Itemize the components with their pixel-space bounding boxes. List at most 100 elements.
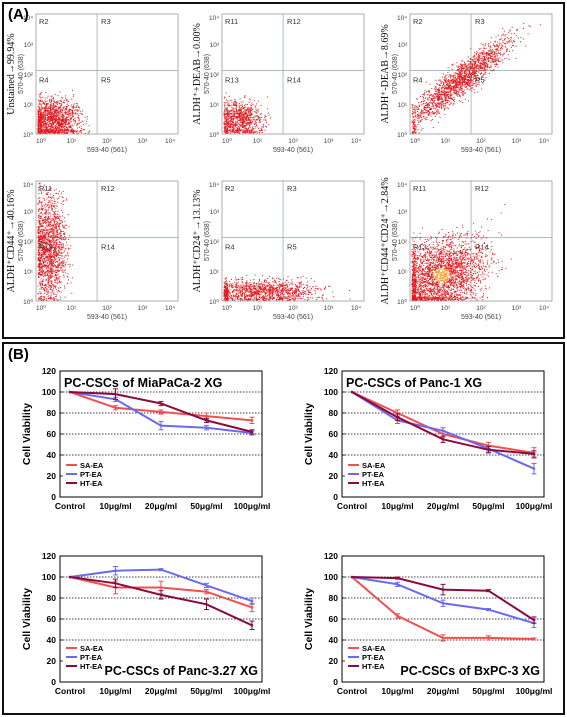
event-dot bbox=[47, 104, 49, 106]
event-dot bbox=[469, 65, 471, 67]
event-dot bbox=[54, 257, 56, 259]
event-dot bbox=[231, 116, 233, 118]
event-dot bbox=[39, 232, 41, 234]
event-dot bbox=[54, 243, 55, 245]
event-dot bbox=[248, 112, 250, 113]
event-dot bbox=[474, 52, 476, 54]
event-dot bbox=[240, 120, 242, 122]
event-dot bbox=[43, 127, 44, 129]
event-dot bbox=[39, 283, 41, 285]
event-dot bbox=[488, 43, 490, 45]
event-dot bbox=[235, 129, 237, 131]
event-dot bbox=[466, 68, 468, 70]
event-dot bbox=[450, 80, 452, 82]
event-dot bbox=[471, 67, 473, 69]
event-dot bbox=[439, 90, 441, 91]
event-dot bbox=[437, 102, 439, 104]
event-dot bbox=[54, 93, 56, 95]
event-dot bbox=[56, 276, 57, 278]
event-dot bbox=[238, 132, 240, 134]
event-dot bbox=[226, 102, 228, 104]
event-dot bbox=[507, 41, 509, 43]
event-dot bbox=[463, 89, 465, 91]
event-dot bbox=[527, 33, 529, 35]
event-dot bbox=[45, 103, 47, 104]
event-dot bbox=[463, 70, 465, 72]
event-dot bbox=[249, 122, 251, 124]
event-dot bbox=[239, 98, 241, 100]
event-dot bbox=[72, 107, 74, 108]
event-dot bbox=[247, 107, 249, 109]
event-dot bbox=[61, 247, 63, 249]
event-dot bbox=[247, 117, 249, 119]
event-dot bbox=[54, 233, 56, 235]
event-dot bbox=[250, 112, 251, 114]
event-dot bbox=[241, 110, 242, 112]
event-dot bbox=[39, 110, 41, 111]
event-dot bbox=[237, 120, 239, 122]
event-dot bbox=[446, 99, 448, 101]
event-dot bbox=[498, 46, 500, 48]
event-dot bbox=[48, 277, 50, 279]
event-dot bbox=[81, 127, 82, 129]
event-dot bbox=[40, 224, 42, 226]
event-dot bbox=[55, 117, 57, 119]
event-dot bbox=[470, 80, 472, 82]
event-dot bbox=[232, 126, 234, 128]
event-dot bbox=[41, 243, 43, 244]
event-dot bbox=[56, 205, 58, 207]
event-dot bbox=[46, 246, 48, 248]
event-dot bbox=[448, 93, 450, 95]
event-dot bbox=[448, 76, 450, 78]
event-dot bbox=[239, 112, 241, 114]
x-tick-label: 10² bbox=[288, 138, 298, 145]
event-dot bbox=[88, 125, 90, 127]
event-dot bbox=[242, 107, 244, 109]
event-dot bbox=[450, 75, 452, 76]
event-dot bbox=[59, 106, 61, 108]
event-dot bbox=[38, 110, 40, 112]
event-dot bbox=[487, 63, 489, 65]
event-dot bbox=[484, 64, 486, 66]
event-dot bbox=[80, 131, 82, 133]
event-dot bbox=[64, 112, 65, 114]
event-dot bbox=[454, 93, 456, 95]
region-label: R14 bbox=[287, 75, 301, 84]
event-dot bbox=[242, 117, 244, 119]
event-dot bbox=[246, 130, 247, 131]
event-dot bbox=[426, 108, 428, 110]
event-dot bbox=[43, 129, 45, 131]
event-dot bbox=[55, 119, 56, 121]
event-dot bbox=[53, 114, 55, 116]
event-dot bbox=[421, 119, 423, 121]
event-dot bbox=[440, 98, 442, 100]
event-dot bbox=[238, 129, 240, 131]
event-dot bbox=[490, 55, 492, 57]
event-dot bbox=[469, 86, 471, 88]
event-dot bbox=[39, 107, 41, 109]
event-dot bbox=[225, 113, 227, 115]
event-dot bbox=[48, 109, 50, 111]
event-dot bbox=[508, 58, 510, 60]
event-dot bbox=[58, 132, 60, 134]
event-dot bbox=[448, 95, 450, 97]
event-dot bbox=[434, 113, 435, 115]
event-dot bbox=[57, 132, 59, 134]
x-axis-label: 593-40 (561) bbox=[87, 147, 127, 154]
event-dot bbox=[49, 113, 51, 115]
event-dot bbox=[46, 127, 48, 128]
event-dot bbox=[491, 61, 493, 62]
event-dot bbox=[227, 116, 228, 118]
event-dot bbox=[474, 68, 476, 70]
event-dot bbox=[40, 120, 42, 122]
event-dot bbox=[481, 66, 483, 68]
event-dot bbox=[46, 193, 48, 195]
event-dot bbox=[480, 59, 482, 61]
event-dot bbox=[253, 128, 255, 130]
event-dot bbox=[264, 117, 266, 119]
event-dot bbox=[414, 131, 416, 133]
event-dot bbox=[425, 107, 427, 109]
event-dot bbox=[41, 237, 42, 239]
event-dot bbox=[461, 72, 463, 74]
event-dot bbox=[443, 86, 445, 88]
